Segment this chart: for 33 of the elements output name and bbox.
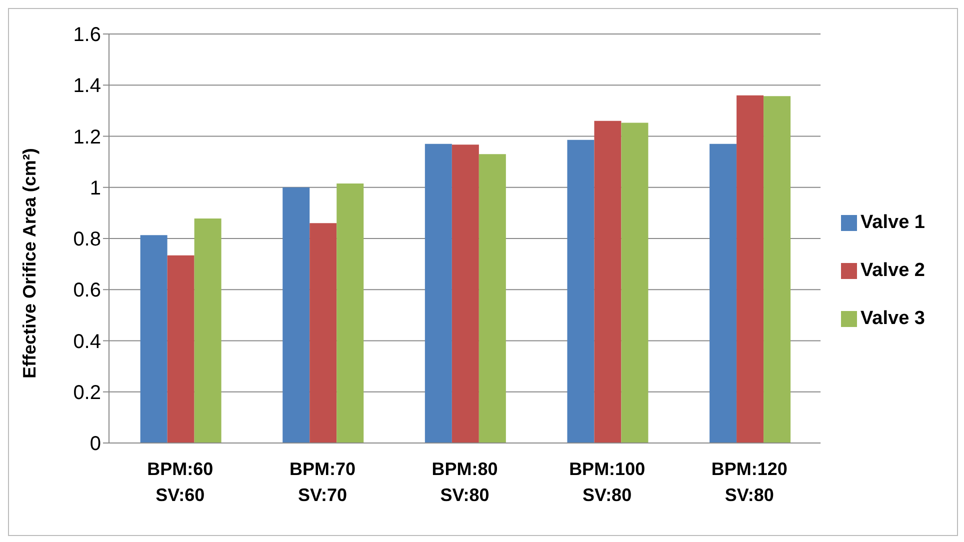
y-axis-title: Effective Orifice Area (cm²) <box>19 148 40 378</box>
bar <box>452 144 479 443</box>
y-tick-label: 0.6 <box>73 280 101 302</box>
bar <box>710 144 737 443</box>
bar <box>140 235 168 443</box>
bar <box>736 95 764 443</box>
x-tick-label: BPM:60 SV:60 <box>147 459 214 505</box>
bar <box>478 154 506 443</box>
y-tick-label: 1.6 <box>73 24 101 46</box>
bar <box>621 122 648 443</box>
bar <box>567 140 594 443</box>
bar <box>336 184 364 443</box>
x-tick-label: BPM:100 SV:80 <box>569 459 646 505</box>
legend-label: Valve 1 <box>860 212 925 233</box>
x-tick-label: BPM:70 SV:70 <box>289 459 356 505</box>
bar <box>282 187 310 443</box>
y-tick-label: 1.4 <box>73 75 101 98</box>
x-tick-label: BPM:80 SV:80 <box>432 459 498 505</box>
bar <box>167 255 194 443</box>
y-tick-label: 0.8 <box>73 228 101 251</box>
bar <box>424 144 452 443</box>
y-tick-label: 0.4 <box>73 330 101 353</box>
bar <box>194 218 222 443</box>
x-tick-label: BPM:120 SV:80 <box>711 459 788 505</box>
bar <box>310 223 337 443</box>
legend-label: Valve 2 <box>860 260 925 281</box>
bar <box>594 120 622 443</box>
y-tick-label: 0.2 <box>73 382 101 404</box>
bar <box>764 96 791 443</box>
legend-label: Valve 3 <box>860 308 925 329</box>
y-tick-label: 0 <box>90 433 101 456</box>
y-tick-label: 1 <box>90 177 101 200</box>
y-tick-label: 1.2 <box>73 126 101 148</box>
